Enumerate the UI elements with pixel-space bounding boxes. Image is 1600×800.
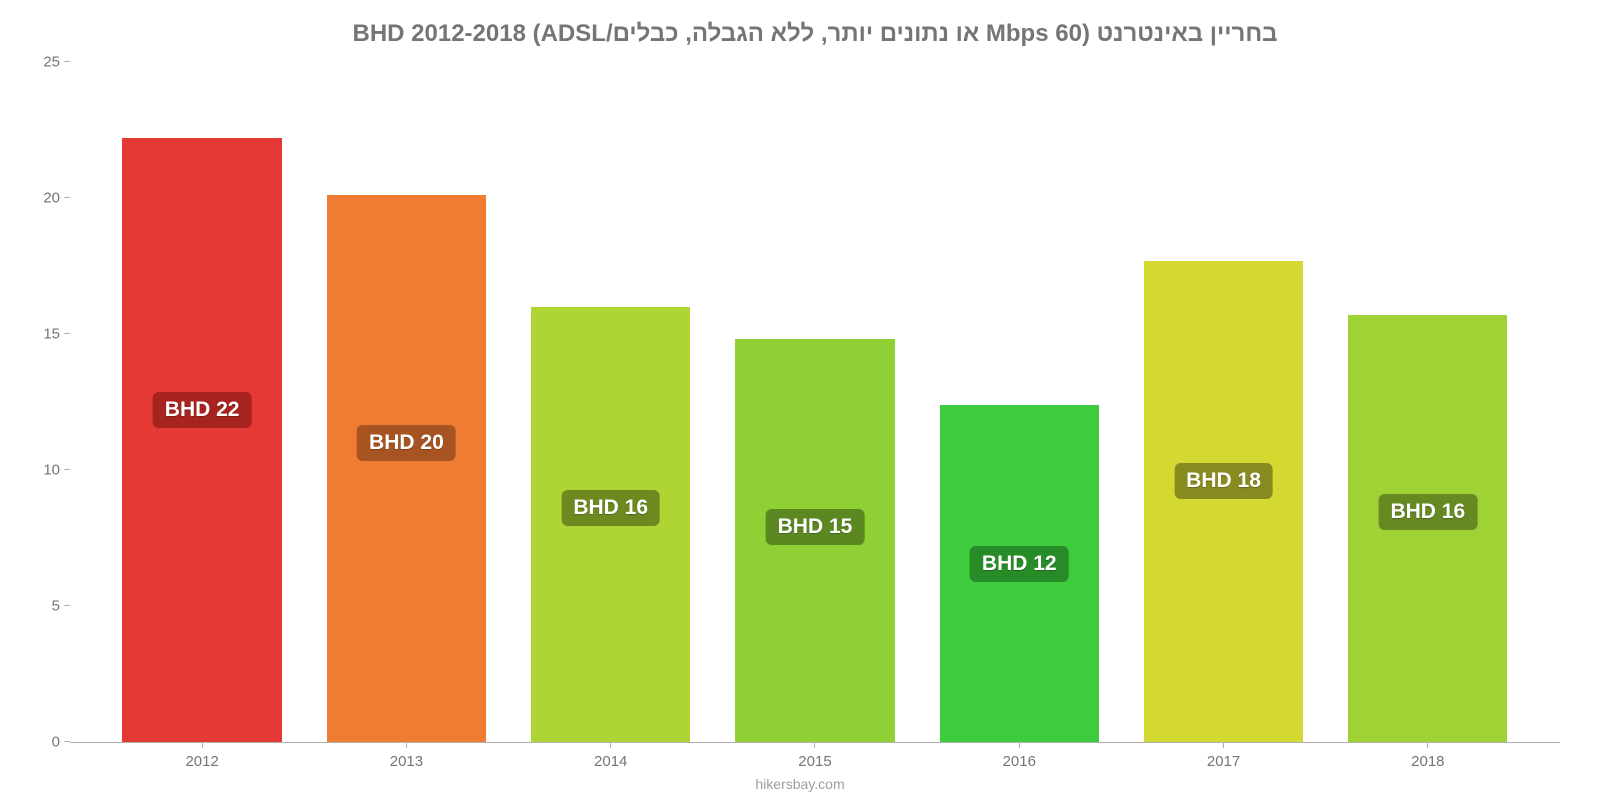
x-tick-label: 2016 <box>1003 753 1036 770</box>
x-tick-label: 2017 <box>1207 753 1240 770</box>
bar-slot: BHD 122016 <box>917 63 1121 742</box>
bars-wrapper: BHD 222012BHD 202013BHD 162014BHD 152015… <box>70 63 1560 742</box>
bar: BHD 22 <box>122 138 281 742</box>
bar: BHD 20 <box>327 195 486 742</box>
bar-value-badge: BHD 20 <box>357 425 456 461</box>
y-tick-label: 20 <box>20 190 60 207</box>
attribution-text: hikersbay.com <box>755 776 844 792</box>
chart-title: בחריין באינטרנט (60 Mbps או נתונים יותר,… <box>70 20 1560 48</box>
y-tick-mark <box>64 605 70 606</box>
bar-value-badge: BHD 12 <box>970 546 1069 582</box>
x-tick-mark <box>202 742 203 748</box>
chart-container: בחריין באינטרנט (60 Mbps או נתונים יותר,… <box>0 0 1600 800</box>
y-tick-label: 0 <box>20 734 60 751</box>
bar: BHD 18 <box>1144 261 1303 742</box>
x-tick-label: 2015 <box>798 753 831 770</box>
x-tick-mark <box>814 742 815 748</box>
bar-slot: BHD 222012 <box>100 63 304 742</box>
bar: BHD 15 <box>735 339 894 742</box>
x-tick-mark <box>1427 742 1428 748</box>
bar-value-badge: BHD 16 <box>1378 494 1477 530</box>
bar: BHD 12 <box>940 405 1099 742</box>
y-tick-label: 5 <box>20 598 60 615</box>
x-tick-mark <box>406 742 407 748</box>
y-tick-mark <box>64 469 70 470</box>
x-tick-mark <box>1223 742 1224 748</box>
plot-area: BHD 222012BHD 202013BHD 162014BHD 152015… <box>70 63 1560 743</box>
bar-slot: BHD 162018 <box>1326 63 1530 742</box>
x-tick-label: 2012 <box>185 753 218 770</box>
bar-slot: BHD 152015 <box>713 63 917 742</box>
y-tick-mark <box>64 333 70 334</box>
y-tick-mark <box>64 741 70 742</box>
y-tick-label: 10 <box>20 462 60 479</box>
y-tick-label: 25 <box>20 54 60 71</box>
bar-value-badge: BHD 15 <box>766 509 865 545</box>
bar-value-badge: BHD 16 <box>561 490 660 526</box>
y-tick-label: 15 <box>20 326 60 343</box>
x-tick-label: 2018 <box>1411 753 1444 770</box>
bar-slot: BHD 162014 <box>509 63 713 742</box>
bar-slot: BHD 182017 <box>1121 63 1325 742</box>
y-tick-mark <box>64 197 70 198</box>
x-tick-label: 2014 <box>594 753 627 770</box>
bar-slot: BHD 202013 <box>304 63 508 742</box>
x-tick-mark <box>610 742 611 748</box>
bar: BHD 16 <box>1348 315 1507 742</box>
bar-value-badge: BHD 18 <box>1174 463 1273 499</box>
bar: BHD 16 <box>531 307 690 742</box>
x-tick-label: 2013 <box>390 753 423 770</box>
bar-value-badge: BHD 22 <box>153 392 252 428</box>
y-tick-mark <box>64 61 70 62</box>
x-tick-mark <box>1019 742 1020 748</box>
